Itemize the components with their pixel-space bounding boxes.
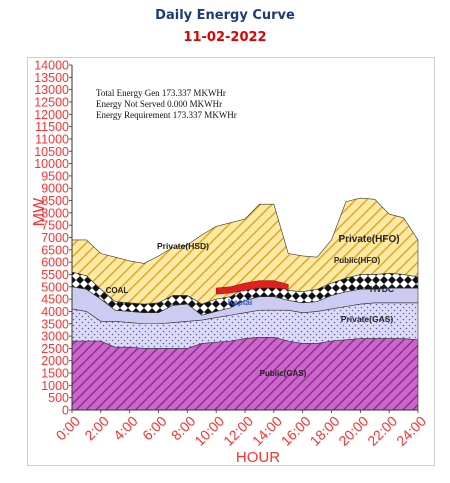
series-label: COAL bbox=[106, 286, 129, 295]
chart-frame bbox=[27, 57, 435, 466]
y-tick-label: 13500 bbox=[34, 71, 69, 85]
y-tick-label: 10500 bbox=[34, 145, 69, 159]
y-tick-label: 7500 bbox=[41, 219, 69, 233]
y-tick-label: 0 bbox=[62, 404, 69, 418]
y-tick-label: 8000 bbox=[41, 206, 69, 220]
y-tick-label: 500 bbox=[48, 391, 69, 405]
y-tick-label: 2500 bbox=[41, 342, 69, 356]
y-tick-label: 4500 bbox=[41, 293, 69, 307]
y-axis-title: MW bbox=[31, 197, 48, 226]
x-axis-title: HOUR bbox=[236, 449, 280, 466]
series-label: Private(HSD) bbox=[157, 241, 209, 251]
x-tick-label: 16:00 bbox=[278, 413, 314, 449]
y-tick-label: 6500 bbox=[41, 243, 69, 257]
series-label: HVDC bbox=[370, 284, 394, 294]
annotation-line: Energy Not Served 0.000 MKWHr bbox=[96, 99, 222, 109]
y-tick-label: 12000 bbox=[34, 108, 69, 122]
series-label: Kaptai bbox=[228, 298, 252, 307]
y-tick-label: 8500 bbox=[41, 194, 69, 208]
y-tick-label: 13000 bbox=[34, 83, 69, 97]
y-tick-label: 12500 bbox=[34, 95, 69, 109]
x-tick-label: 20:00 bbox=[335, 413, 371, 449]
x-tick-label: 4:00 bbox=[110, 413, 141, 444]
y-tick-label: 1500 bbox=[41, 367, 69, 381]
area-private-hfo bbox=[71, 197, 419, 305]
y-tick-label: 9000 bbox=[41, 182, 69, 196]
y-tick-label: 11500 bbox=[35, 120, 69, 134]
chart-title: Daily Energy Curve bbox=[155, 8, 295, 23]
y-tick-label: 3000 bbox=[41, 330, 69, 344]
x-tick-label: 12:00 bbox=[220, 413, 256, 449]
area-public-gas bbox=[71, 337, 419, 411]
y-tick-label: 10000 bbox=[34, 157, 69, 171]
series-label: Public(HFO) bbox=[334, 256, 381, 265]
x-tick-label: 14:00 bbox=[249, 413, 285, 449]
areas bbox=[71, 197, 419, 411]
y-tick-label: 5500 bbox=[41, 268, 69, 282]
y-tick-label: 4000 bbox=[41, 305, 69, 319]
y-tick-label: 6000 bbox=[41, 256, 69, 270]
y-tick-label: 3500 bbox=[41, 317, 69, 331]
annotation-line: Total Energy Gen 173.337 MKWHr bbox=[96, 88, 226, 98]
y-tick-label: 14000 bbox=[34, 59, 69, 73]
x-tick-label: 6:00 bbox=[139, 413, 170, 444]
y-tick-label: 2000 bbox=[41, 354, 69, 368]
y-tick-label: 5000 bbox=[41, 280, 69, 294]
area-red-band bbox=[215, 280, 289, 295]
y-tick-label: 11000 bbox=[35, 132, 69, 146]
y-tick-label: 7000 bbox=[41, 231, 69, 245]
x-tick-label: 10:00 bbox=[191, 413, 227, 449]
series-label: Private(HFO) bbox=[338, 234, 399, 245]
annotation-line: Energy Requirement 173.337 MKWHr bbox=[96, 110, 237, 120]
y-tick-label: 1000 bbox=[41, 379, 69, 393]
series-label: Public(GAS) bbox=[260, 369, 307, 378]
x-tick-label: 2:00 bbox=[81, 413, 112, 444]
x-tick-label: 18:00 bbox=[307, 413, 343, 449]
y-tick-label: 9500 bbox=[41, 169, 69, 183]
x-tick-label: 0:00 bbox=[53, 413, 84, 444]
x-tick-label: 22:00 bbox=[364, 413, 400, 449]
chart-date: 11-02-2022 bbox=[183, 30, 267, 45]
x-tick-label: 24:00 bbox=[393, 413, 429, 449]
series-label: Private(GAS) bbox=[341, 314, 394, 324]
